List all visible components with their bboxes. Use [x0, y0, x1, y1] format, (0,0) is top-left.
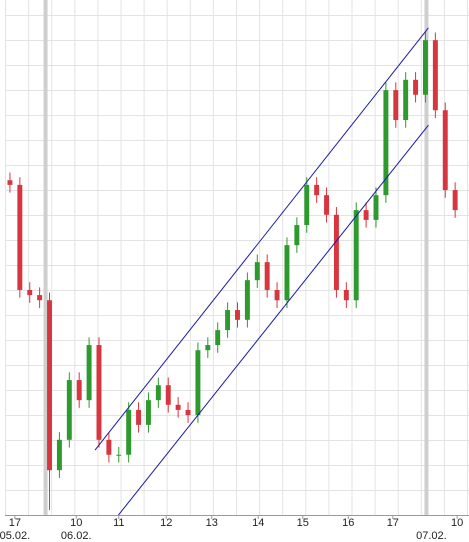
date-label: 05.02.	[0, 530, 30, 542]
candle-body	[225, 310, 231, 331]
channel-line	[117, 124, 429, 515]
x-tick-label: 17	[387, 517, 399, 529]
x-tick-label: 13	[206, 517, 218, 529]
date-label: 06.02.	[61, 530, 92, 542]
candle-body	[333, 214, 339, 290]
candle-body	[363, 210, 369, 220]
x-tick-label: 10	[451, 517, 463, 529]
candle-body	[116, 454, 122, 456]
candle-body	[422, 40, 428, 95]
candle-body	[17, 184, 23, 290]
candle-body	[403, 79, 409, 120]
candle-body	[393, 90, 399, 120]
x-tick-label: 14	[252, 517, 264, 529]
candle-body	[205, 345, 211, 351]
candle-body	[136, 409, 142, 425]
candle-body	[56, 439, 62, 471]
candle-body	[7, 180, 13, 185]
candle-body	[185, 409, 191, 416]
candle-body	[244, 280, 250, 320]
plot-area	[5, 0, 469, 515]
x-tick-label: 17	[9, 517, 21, 529]
candle-body	[145, 400, 151, 425]
candle-body	[155, 385, 161, 401]
x-tick-label: 16	[342, 517, 354, 529]
candle-body	[413, 79, 419, 95]
candle-body	[442, 110, 448, 191]
candle-body	[274, 289, 280, 301]
candle-body	[254, 262, 260, 281]
candle-body	[47, 300, 52, 471]
candle-body	[76, 380, 82, 401]
candle-body	[66, 380, 72, 440]
x-tick-label: 12	[160, 517, 172, 529]
candle-body	[284, 245, 290, 301]
channel-line	[94, 27, 429, 451]
candle-body	[264, 262, 270, 290]
x-tick-label: 11	[113, 517, 124, 529]
candle-body	[175, 404, 181, 410]
plot	[7, 0, 458, 515]
candle-body	[383, 90, 389, 196]
candle-body	[304, 184, 310, 226]
x-tick-label: 10	[70, 517, 82, 529]
candle-body	[96, 345, 102, 440]
candle-body	[353, 210, 359, 301]
candle-body	[106, 439, 112, 455]
candle-body	[432, 40, 438, 111]
candle-body	[373, 195, 379, 220]
candle-body	[343, 289, 349, 301]
x-tick-label: 15	[297, 517, 309, 529]
candle-body	[235, 310, 240, 320]
candle-body	[126, 409, 132, 455]
candle-body	[314, 184, 320, 196]
candle-body	[195, 350, 201, 416]
date-label: 07.02.	[416, 530, 447, 542]
candle-body	[294, 225, 300, 246]
candle-body	[215, 330, 221, 346]
candle-body	[37, 295, 43, 301]
candle-body	[86, 345, 92, 401]
candle-body	[452, 190, 458, 211]
candle-body	[324, 195, 330, 215]
candle-body	[27, 289, 33, 296]
candle-body	[165, 385, 171, 405]
